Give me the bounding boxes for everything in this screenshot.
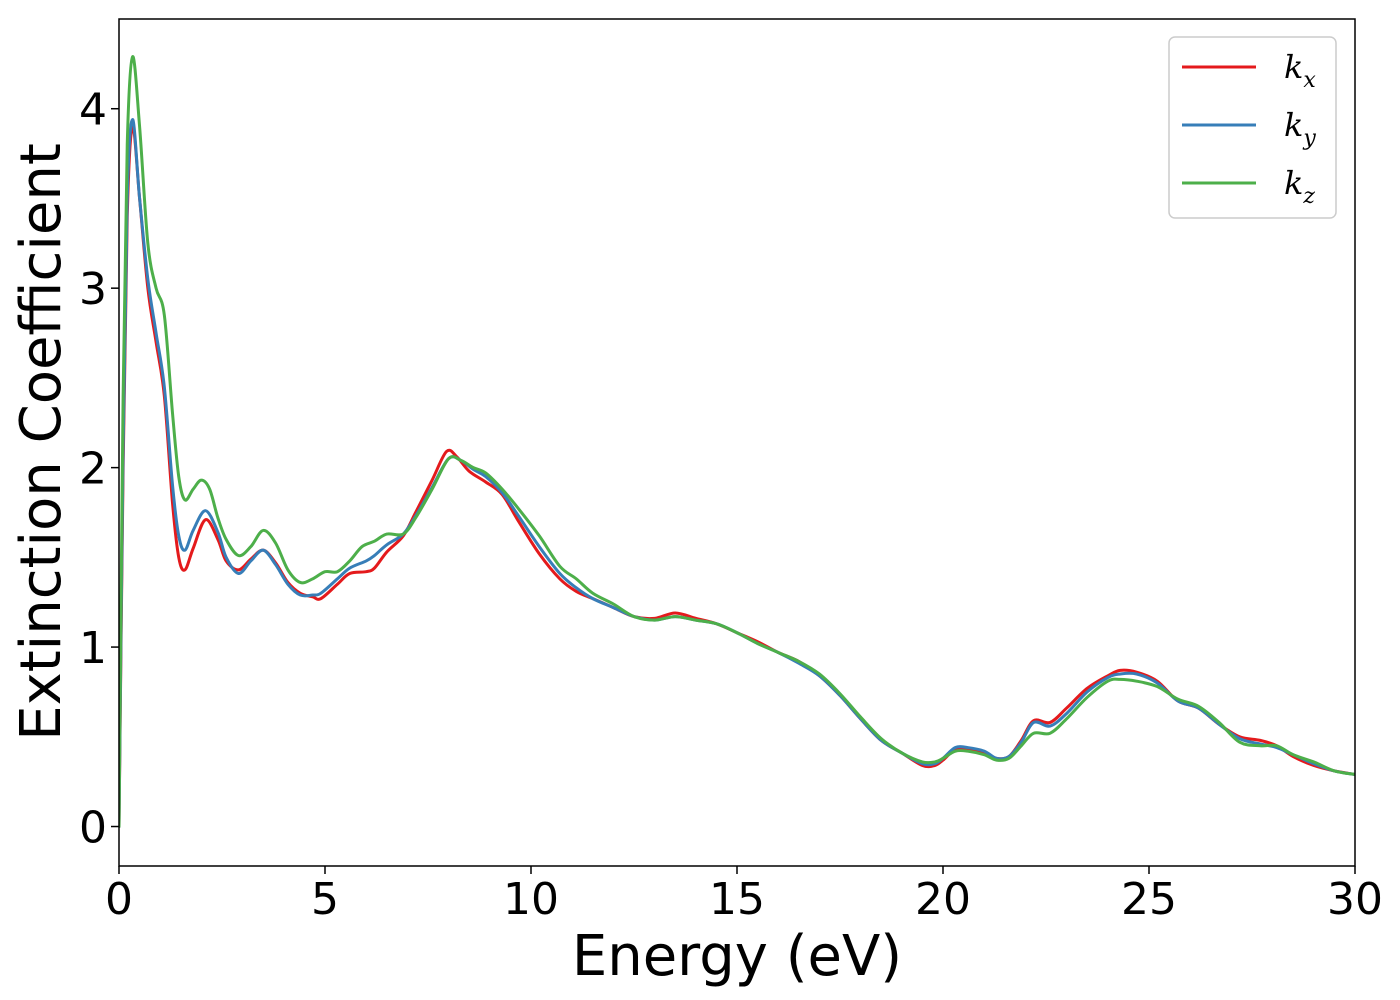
series-line-k-y xyxy=(119,117,1355,829)
series-layer xyxy=(119,55,1355,829)
ticks-layer: 0 5 10 15 20 25 30 0 1 2 3 4 xyxy=(79,85,1383,925)
x-tick-label: 0 xyxy=(105,874,133,925)
y-tick-label: 1 xyxy=(79,623,107,674)
legend-label: ky xyxy=(1284,106,1316,151)
y-tick-label: 0 xyxy=(79,803,107,854)
y-tick-label: 4 xyxy=(79,85,107,136)
x-tick-label: 30 xyxy=(1327,874,1383,925)
legend-label: kz xyxy=(1284,164,1315,209)
x-tick-label: 25 xyxy=(1121,874,1177,925)
legend-box xyxy=(1168,36,1337,219)
series-line-k-z xyxy=(119,55,1355,829)
x-tick-label: 20 xyxy=(915,874,971,925)
legend: kx ky kz xyxy=(1168,36,1337,219)
legend-label: kx xyxy=(1284,48,1316,93)
x-tick-label: 15 xyxy=(709,874,765,925)
y-tick-label: 2 xyxy=(79,444,107,495)
y-axis-label: Extinction Coefficient xyxy=(9,143,74,741)
y-tick-label: 3 xyxy=(79,264,107,315)
x-axis-label: Energy (eV) xyxy=(572,924,902,989)
x-tick-label: 5 xyxy=(311,874,339,925)
x-tick-label: 10 xyxy=(503,874,559,925)
